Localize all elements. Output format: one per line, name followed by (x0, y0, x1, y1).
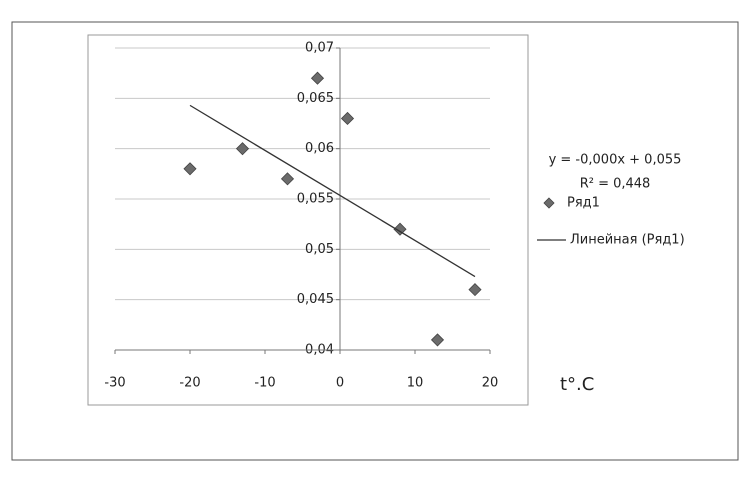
trend-line (189, 104, 476, 278)
x-tick-label: -10 (254, 376, 275, 391)
plot-frame (87, 34, 529, 406)
data-point (430, 333, 445, 347)
data-point (468, 283, 482, 297)
y-tick-label: 0,06 (305, 141, 334, 156)
x-tick-label: -20 (179, 376, 200, 391)
legend-label: Линейная (Ряд1) (570, 233, 685, 248)
y-tick-label: 0,065 (297, 91, 334, 106)
y-tick-label: 0,05 (305, 242, 334, 257)
data-point (393, 222, 407, 236)
data-point (310, 71, 325, 85)
data-point (340, 111, 355, 126)
legend-marker (543, 197, 555, 209)
legend-label: Ряд1 (567, 196, 600, 211)
y-tick-label: 0,055 (297, 192, 334, 207)
y-tick-label: 0,045 (297, 292, 334, 307)
x-tick-label: -30 (104, 376, 125, 391)
data-point (183, 162, 197, 176)
outer-frame (11, 21, 739, 461)
x-tick-label: 0 (336, 376, 344, 391)
x-tick-label: 20 (482, 376, 499, 391)
y-tick-label: 0,07 (305, 41, 334, 56)
annotation: R² = 0,448 (580, 177, 651, 192)
data-point (280, 172, 295, 186)
x-tick-label: 10 (407, 376, 424, 391)
x-axis-label: t°.C (560, 374, 594, 395)
annotation: y = -0,000x + 0,055 (549, 153, 682, 168)
data-point (235, 142, 250, 156)
